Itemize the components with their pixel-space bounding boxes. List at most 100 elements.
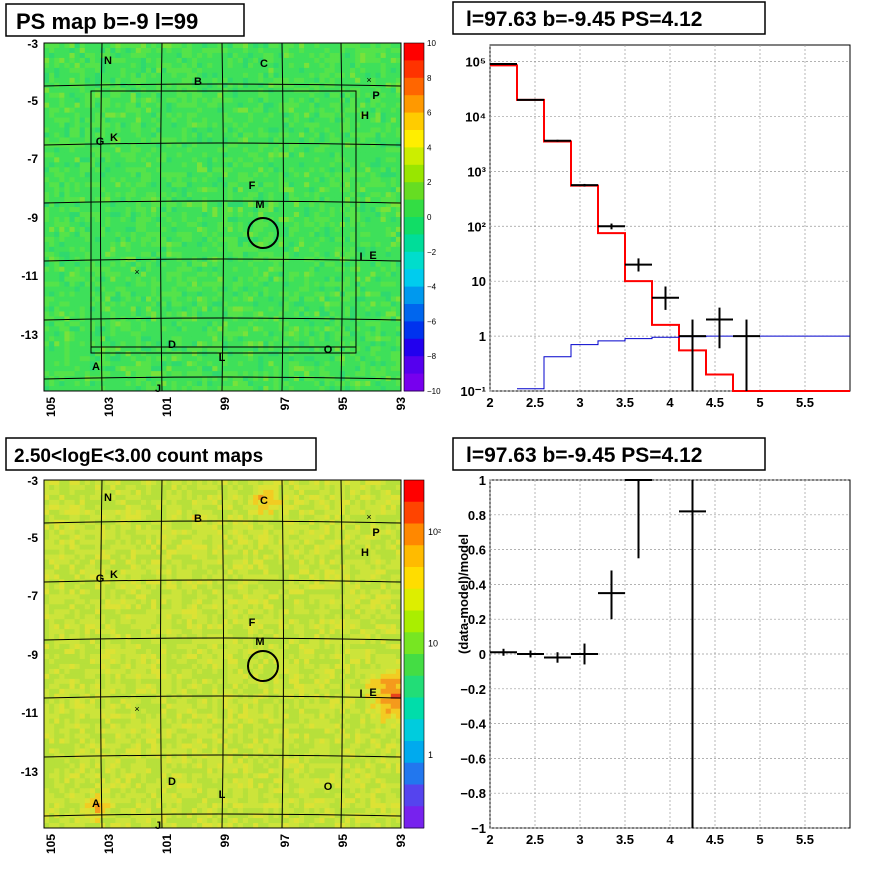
- map-pixel: [334, 246, 341, 253]
- map-pixel: [54, 87, 60, 94]
- map-pixel: [329, 217, 336, 223]
- map-pixel: [59, 147, 65, 153]
- map-pixel: [44, 539, 50, 546]
- map-pixel: [161, 271, 167, 278]
- map-pixel: [69, 351, 75, 357]
- map-pixel: [74, 87, 81, 94]
- map-pixel: [314, 52, 320, 59]
- map-pixel: [360, 236, 366, 243]
- map-pixel: [334, 291, 341, 297]
- map-pixel: [171, 311, 177, 317]
- map-pixel: [207, 351, 213, 357]
- latitude-line: [43, 376, 402, 380]
- map-pixel: [237, 221, 244, 228]
- map-pixel: [161, 221, 167, 228]
- map-pixel: [319, 366, 325, 372]
- map-pixel: [146, 97, 152, 104]
- map-pixel: [288, 187, 295, 193]
- map-pixel: [350, 47, 356, 54]
- map-pixel: [161, 321, 167, 327]
- map-pixel: [263, 301, 269, 307]
- map-pixel: [304, 251, 310, 258]
- map-pixel: [248, 366, 254, 372]
- map-pixel: [79, 167, 86, 173]
- map-pixel: [263, 346, 269, 352]
- map-pixel: [207, 291, 213, 297]
- map-pixel: [385, 162, 392, 168]
- map-pixel: [110, 326, 116, 332]
- map-pixel: [89, 381, 96, 387]
- map-pixel: [197, 122, 203, 128]
- map-pixel: [120, 152, 126, 158]
- map-pixel: [49, 296, 55, 302]
- map-pixel: [156, 127, 162, 133]
- map-pixel: [89, 77, 96, 84]
- map-pixel: [263, 221, 269, 228]
- map-pixel: [395, 296, 402, 302]
- map-pixel: [79, 127, 86, 133]
- map-pixel: [309, 226, 315, 233]
- map-pixel: [217, 152, 223, 158]
- map-pixel: [273, 301, 279, 307]
- map-pixel: [283, 321, 290, 327]
- map-pixel: [283, 172, 290, 178]
- map-pixel: [207, 221, 213, 228]
- map-pixel: [217, 77, 223, 84]
- map-pixel: [140, 67, 147, 74]
- map-pixel: [207, 236, 213, 243]
- map-pixel: [273, 162, 279, 168]
- map-pixel: [344, 226, 351, 233]
- map-pixel: [324, 246, 330, 253]
- map-pixel: [237, 231, 244, 238]
- map-pixel: [390, 381, 397, 387]
- map-pixel: [288, 381, 295, 387]
- map-pixel: [355, 122, 361, 128]
- map-pixel: [365, 221, 371, 228]
- map-pixel: [146, 371, 152, 377]
- map-pixel: [258, 172, 264, 178]
- map-pixel: [176, 356, 183, 362]
- map-pixel: [268, 177, 274, 183]
- map-pixel: [344, 331, 351, 337]
- map-pixel: [100, 306, 106, 312]
- colorbar-cell: [404, 199, 424, 218]
- map-pixel: [79, 67, 86, 74]
- map-pixel: [314, 231, 320, 238]
- map-pixel: [263, 311, 269, 317]
- map-pixel: [166, 311, 172, 317]
- map-pixel: [288, 286, 295, 292]
- map-pixel: [64, 67, 70, 74]
- map-pixel: [395, 386, 402, 392]
- map-pixel: [89, 97, 96, 104]
- map-pixel: [49, 137, 55, 143]
- map-pixel: [54, 381, 60, 387]
- map-pixel: [74, 47, 81, 54]
- map-pixel: [380, 127, 387, 133]
- map-pixel: [115, 202, 121, 208]
- map-pixel: [79, 52, 86, 59]
- map-pixel: [365, 77, 371, 84]
- map-pixel: [283, 296, 290, 302]
- map-pixel: [309, 192, 315, 198]
- map-pixel: [95, 62, 101, 69]
- map-pixel: [49, 122, 55, 128]
- map-pixel: [263, 266, 269, 273]
- map-pixel: [309, 212, 315, 218]
- map-pixel: [79, 351, 86, 357]
- map-pixel: [268, 77, 274, 84]
- map-pixel: [84, 207, 91, 213]
- map-pixel: [64, 226, 70, 233]
- map-pixel: [304, 43, 310, 49]
- map-pixel: [100, 231, 106, 238]
- map-pixel: [202, 77, 208, 84]
- map-pixel: [135, 371, 142, 377]
- map-pixel: [110, 172, 116, 178]
- map-pixel: [44, 371, 50, 377]
- map-pixel: [329, 182, 336, 188]
- map-pixel: [227, 212, 234, 218]
- map-pixel: [59, 361, 65, 367]
- map-pixel: [375, 256, 381, 263]
- map-pixel: [273, 167, 279, 173]
- map-pixel: [120, 207, 126, 213]
- map-pixel: [202, 217, 208, 223]
